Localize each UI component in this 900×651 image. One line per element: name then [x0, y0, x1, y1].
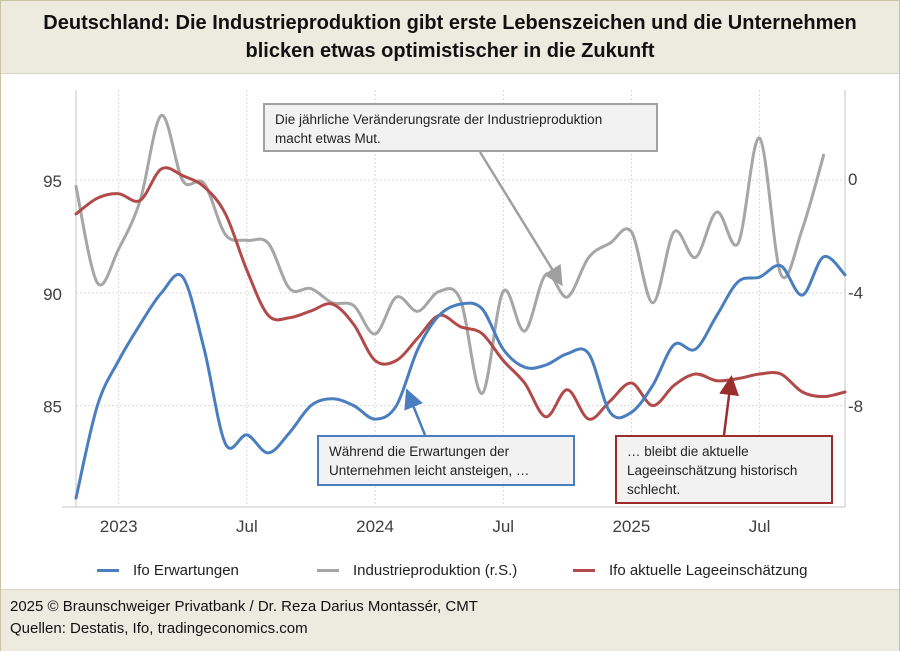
y-left-tick-label: 95 [43, 172, 62, 191]
y-right-tick-label: -8 [848, 397, 863, 416]
grid [76, 90, 845, 507]
annotation-text: macht etwas Mut. [275, 131, 381, 146]
arrow-to-industrieproduktion [478, 151, 563, 287]
legend-swatch-red [573, 569, 595, 572]
annotation-arrows [404, 151, 740, 436]
annotation-industrieproduktion: Die jährliche Veränderungsrate der Indus… [263, 103, 658, 152]
annotation-text: Unternehmen leicht ansteigen, … [329, 463, 530, 478]
series-line-ifo-aktuelle-lageeinsch-tzung [74, 166, 847, 421]
legend-item-industrieproduktion: Industrieproduktion (r.S.) [317, 562, 517, 579]
series-lines [74, 113, 847, 500]
y-left-tick-label: 85 [43, 398, 62, 417]
footer: 2025 © Braunschweiger Privatbank / Dr. R… [1, 589, 899, 651]
annotation-ifo-lage: … bleibt die aktuelle Lageeinschätzung h… [615, 435, 833, 504]
legend-label: Ifo Erwartungen [133, 562, 239, 579]
x-tick-label: Jul [492, 517, 514, 536]
chart-title-bar: Deutschland: Die Industrieproduktion gib… [1, 1, 899, 74]
chart-title-line-1: Deutschland: Die Industrieproduktion gib… [43, 12, 857, 34]
legend-swatch-blue [97, 569, 119, 572]
sources-text: Quellen: Destatis, Ifo, tradingeconomics… [10, 620, 308, 637]
x-tick-label: 2023 [100, 517, 138, 536]
x-tick-label: Jul [749, 517, 771, 536]
annotation-text: Lageeinschätzung historisch [627, 463, 798, 478]
series-line-ifo-erwartungen [74, 254, 847, 500]
chart-title-line-2: blicken etwas optimistischer in die Zuku… [245, 40, 655, 62]
annotation-ifo-erwartungen: Während die Erwartungen der Unternehmen … [317, 435, 575, 486]
legend-item-ifo-lage: Ifo aktuelle Lageeinschätzung [573, 562, 807, 579]
annotation-text: schlecht. [627, 482, 681, 497]
arrow-to-ifo-erwartungen [404, 388, 427, 436]
legend-label: Industrieproduktion (r.S.) [353, 562, 518, 579]
legend-swatch-gray [317, 569, 339, 572]
series-line-industrieproduktion-r-s [74, 113, 826, 396]
annotation-text: Die jährliche Veränderungsrate der Indus… [275, 112, 603, 127]
legend-item-ifo-erwartungen: Ifo Erwartungen [97, 562, 239, 579]
copyright-text: 2025 © Braunschweiger Privatbank / Dr. R… [10, 598, 478, 615]
x-tick-label: 2024 [356, 517, 394, 536]
x-tick-label: Jul [236, 517, 258, 536]
annotation-text: Während die Erwartungen der [329, 444, 510, 459]
legend-label: Ifo aktuelle Lageeinschätzung [609, 562, 808, 579]
arrow-to-ifo-lage [719, 375, 740, 436]
y-left-tick-label: 90 [43, 285, 62, 304]
y-right-tick-label: 0 [848, 170, 857, 189]
axes: 85 90 95 -8 -4 0 2023 Jul 2024 Jul 2025 Jul [43, 90, 863, 536]
y-right-tick-label: -4 [848, 283, 863, 302]
annotation-text: … bleibt die aktuelle [627, 444, 749, 459]
x-tick-label: 2025 [612, 517, 650, 536]
